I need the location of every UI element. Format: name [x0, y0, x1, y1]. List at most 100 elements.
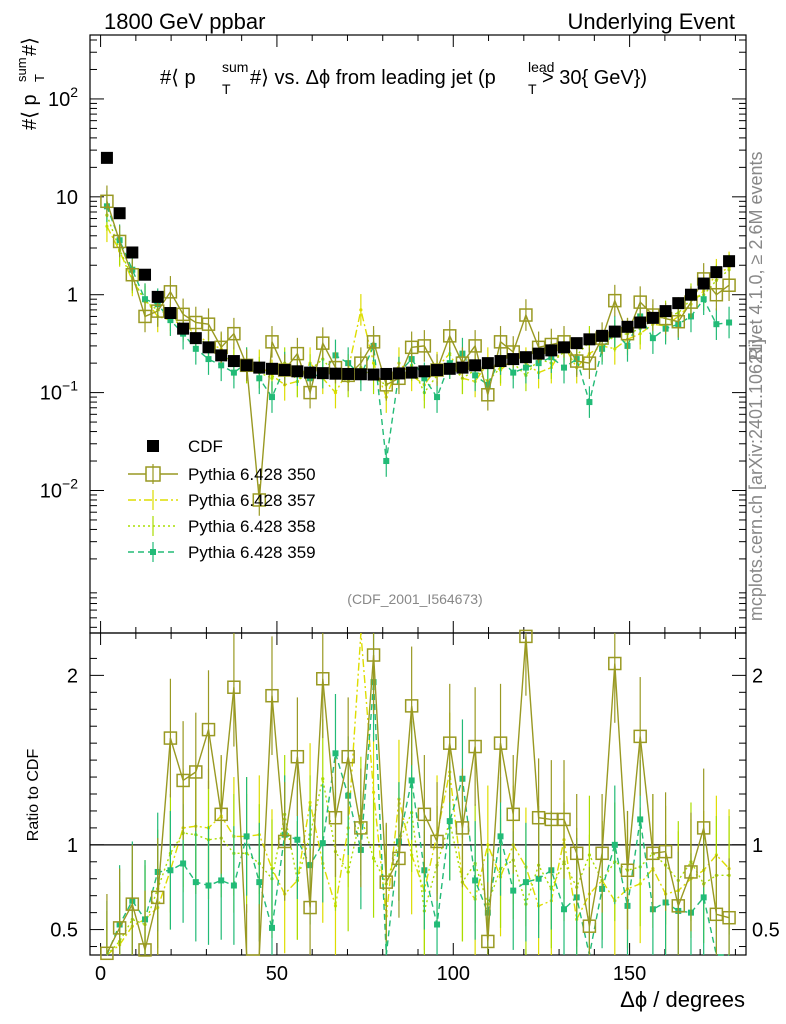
y-tick-label: 1: [67, 285, 78, 307]
ratio-point: [633, 729, 647, 744]
data-point: [150, 304, 165, 318]
ratio-y-tick-label: 1: [67, 835, 78, 857]
ratio-y-tick-label-right: 0.5: [752, 920, 780, 942]
data-point: [252, 493, 267, 507]
ratio-point: [569, 846, 584, 861]
ratio-point: [658, 844, 673, 859]
ratio-point: [150, 890, 165, 905]
data-point: [291, 365, 304, 378]
data-point: [510, 369, 517, 376]
data-point: [608, 293, 622, 308]
ratio-point: [243, 833, 250, 840]
ratio-point: [481, 934, 495, 949]
title-sub-1: T: [222, 81, 231, 97]
ratio-point: [506, 807, 520, 822]
ratio-point: [256, 879, 263, 886]
title-part-2: #⟩ vs. Δϕ from leading jet (p: [250, 67, 496, 89]
ratio-point: [328, 810, 343, 825]
ratio-point: [595, 846, 609, 861]
legend-entry: Pythia 6.428 359: [128, 542, 316, 562]
ratio-point: [100, 946, 114, 961]
ratio-y-tick-label: 0.5: [50, 920, 78, 942]
ratio-point: [214, 807, 228, 822]
legend-label: Pythia 6.428 350: [188, 465, 316, 484]
legend-label: Pythia 6.428 358: [188, 517, 316, 536]
data-point: [723, 255, 736, 268]
data-point: [227, 355, 240, 368]
data-point: [304, 366, 317, 379]
data-point: [367, 368, 380, 381]
data-point: [201, 317, 216, 331]
header-right: Underlying Event: [567, 9, 735, 34]
y-tick-label: 102: [48, 84, 78, 111]
data-point: [481, 388, 495, 402]
data-point: [621, 320, 634, 333]
data-point: [366, 335, 381, 349]
ratio-point: [608, 656, 622, 671]
data-point: [726, 319, 733, 326]
data-point: [227, 326, 241, 341]
title-part-3: > 30{ GeV}): [542, 67, 647, 89]
ratio-point: [112, 921, 127, 935]
x-tick-label: 50: [266, 963, 288, 985]
ratio-point: [472, 877, 479, 884]
data-point: [431, 364, 444, 377]
data-point: [265, 362, 278, 375]
data-point: [507, 353, 520, 366]
ratio-point: [417, 807, 432, 822]
data-point: [215, 349, 228, 362]
ratio-point: [587, 853, 592, 857]
y-tick-label: 10−2: [40, 475, 78, 502]
ratio-point: [294, 836, 301, 843]
data-point: [100, 194, 114, 209]
ratio-point: [265, 688, 279, 703]
data-point: [316, 367, 329, 380]
data-point: [434, 394, 441, 401]
data-point: [163, 285, 178, 299]
data-point: [354, 368, 367, 381]
ratio-point: [319, 840, 326, 847]
ratio-point: [671, 899, 686, 913]
rivet-label: Rivet 4.1.0, ≥ 2.6M events: [746, 152, 766, 361]
data-point: [113, 207, 126, 220]
ratio-point: [332, 750, 339, 757]
data-point: [230, 369, 237, 376]
data-point: [570, 337, 583, 350]
ratio-point: [303, 900, 317, 915]
x-tick-label: 0: [95, 963, 106, 985]
data-point: [522, 364, 529, 371]
mcplots-label: mcplots.cern.ch [arXiv:2401.10621]: [746, 339, 766, 621]
data-point: [700, 296, 707, 303]
ratio-pythia-6-428-357: [106, 632, 731, 956]
data-point: [684, 288, 697, 301]
data-point: [493, 335, 508, 349]
series-cdf: [100, 151, 736, 381]
ylabel-part-1: #⟨ p: [19, 94, 41, 130]
data-point: [418, 365, 431, 378]
legend-label: CDF: [188, 437, 223, 456]
data-point: [270, 376, 274, 380]
legend-entry: CDF: [147, 437, 223, 456]
data-point: [164, 307, 177, 320]
data-point: [634, 316, 647, 329]
data-point: [659, 305, 672, 318]
data-point: [256, 375, 263, 382]
ratio-line: [106, 682, 730, 956]
data-point: [167, 317, 174, 324]
x-axis-label: Δϕ / degrees: [620, 987, 745, 1012]
ratio-point: [392, 851, 406, 866]
data-point: [469, 359, 482, 372]
ratio-point: [700, 894, 707, 901]
data-point: [519, 308, 533, 322]
analysis-watermark: (CDF_2001_I564673): [347, 591, 482, 607]
data-point: [468, 339, 482, 353]
ratio-point: [493, 736, 508, 750]
x-tick-label: 150: [613, 963, 646, 985]
ratio-point: [446, 818, 453, 825]
y-tick-label: 10: [56, 187, 78, 209]
data-point: [125, 267, 140, 282]
data-point: [586, 399, 593, 406]
ratio-line: [106, 636, 730, 956]
legend-entry: Pythia 6.428 358: [128, 516, 316, 536]
